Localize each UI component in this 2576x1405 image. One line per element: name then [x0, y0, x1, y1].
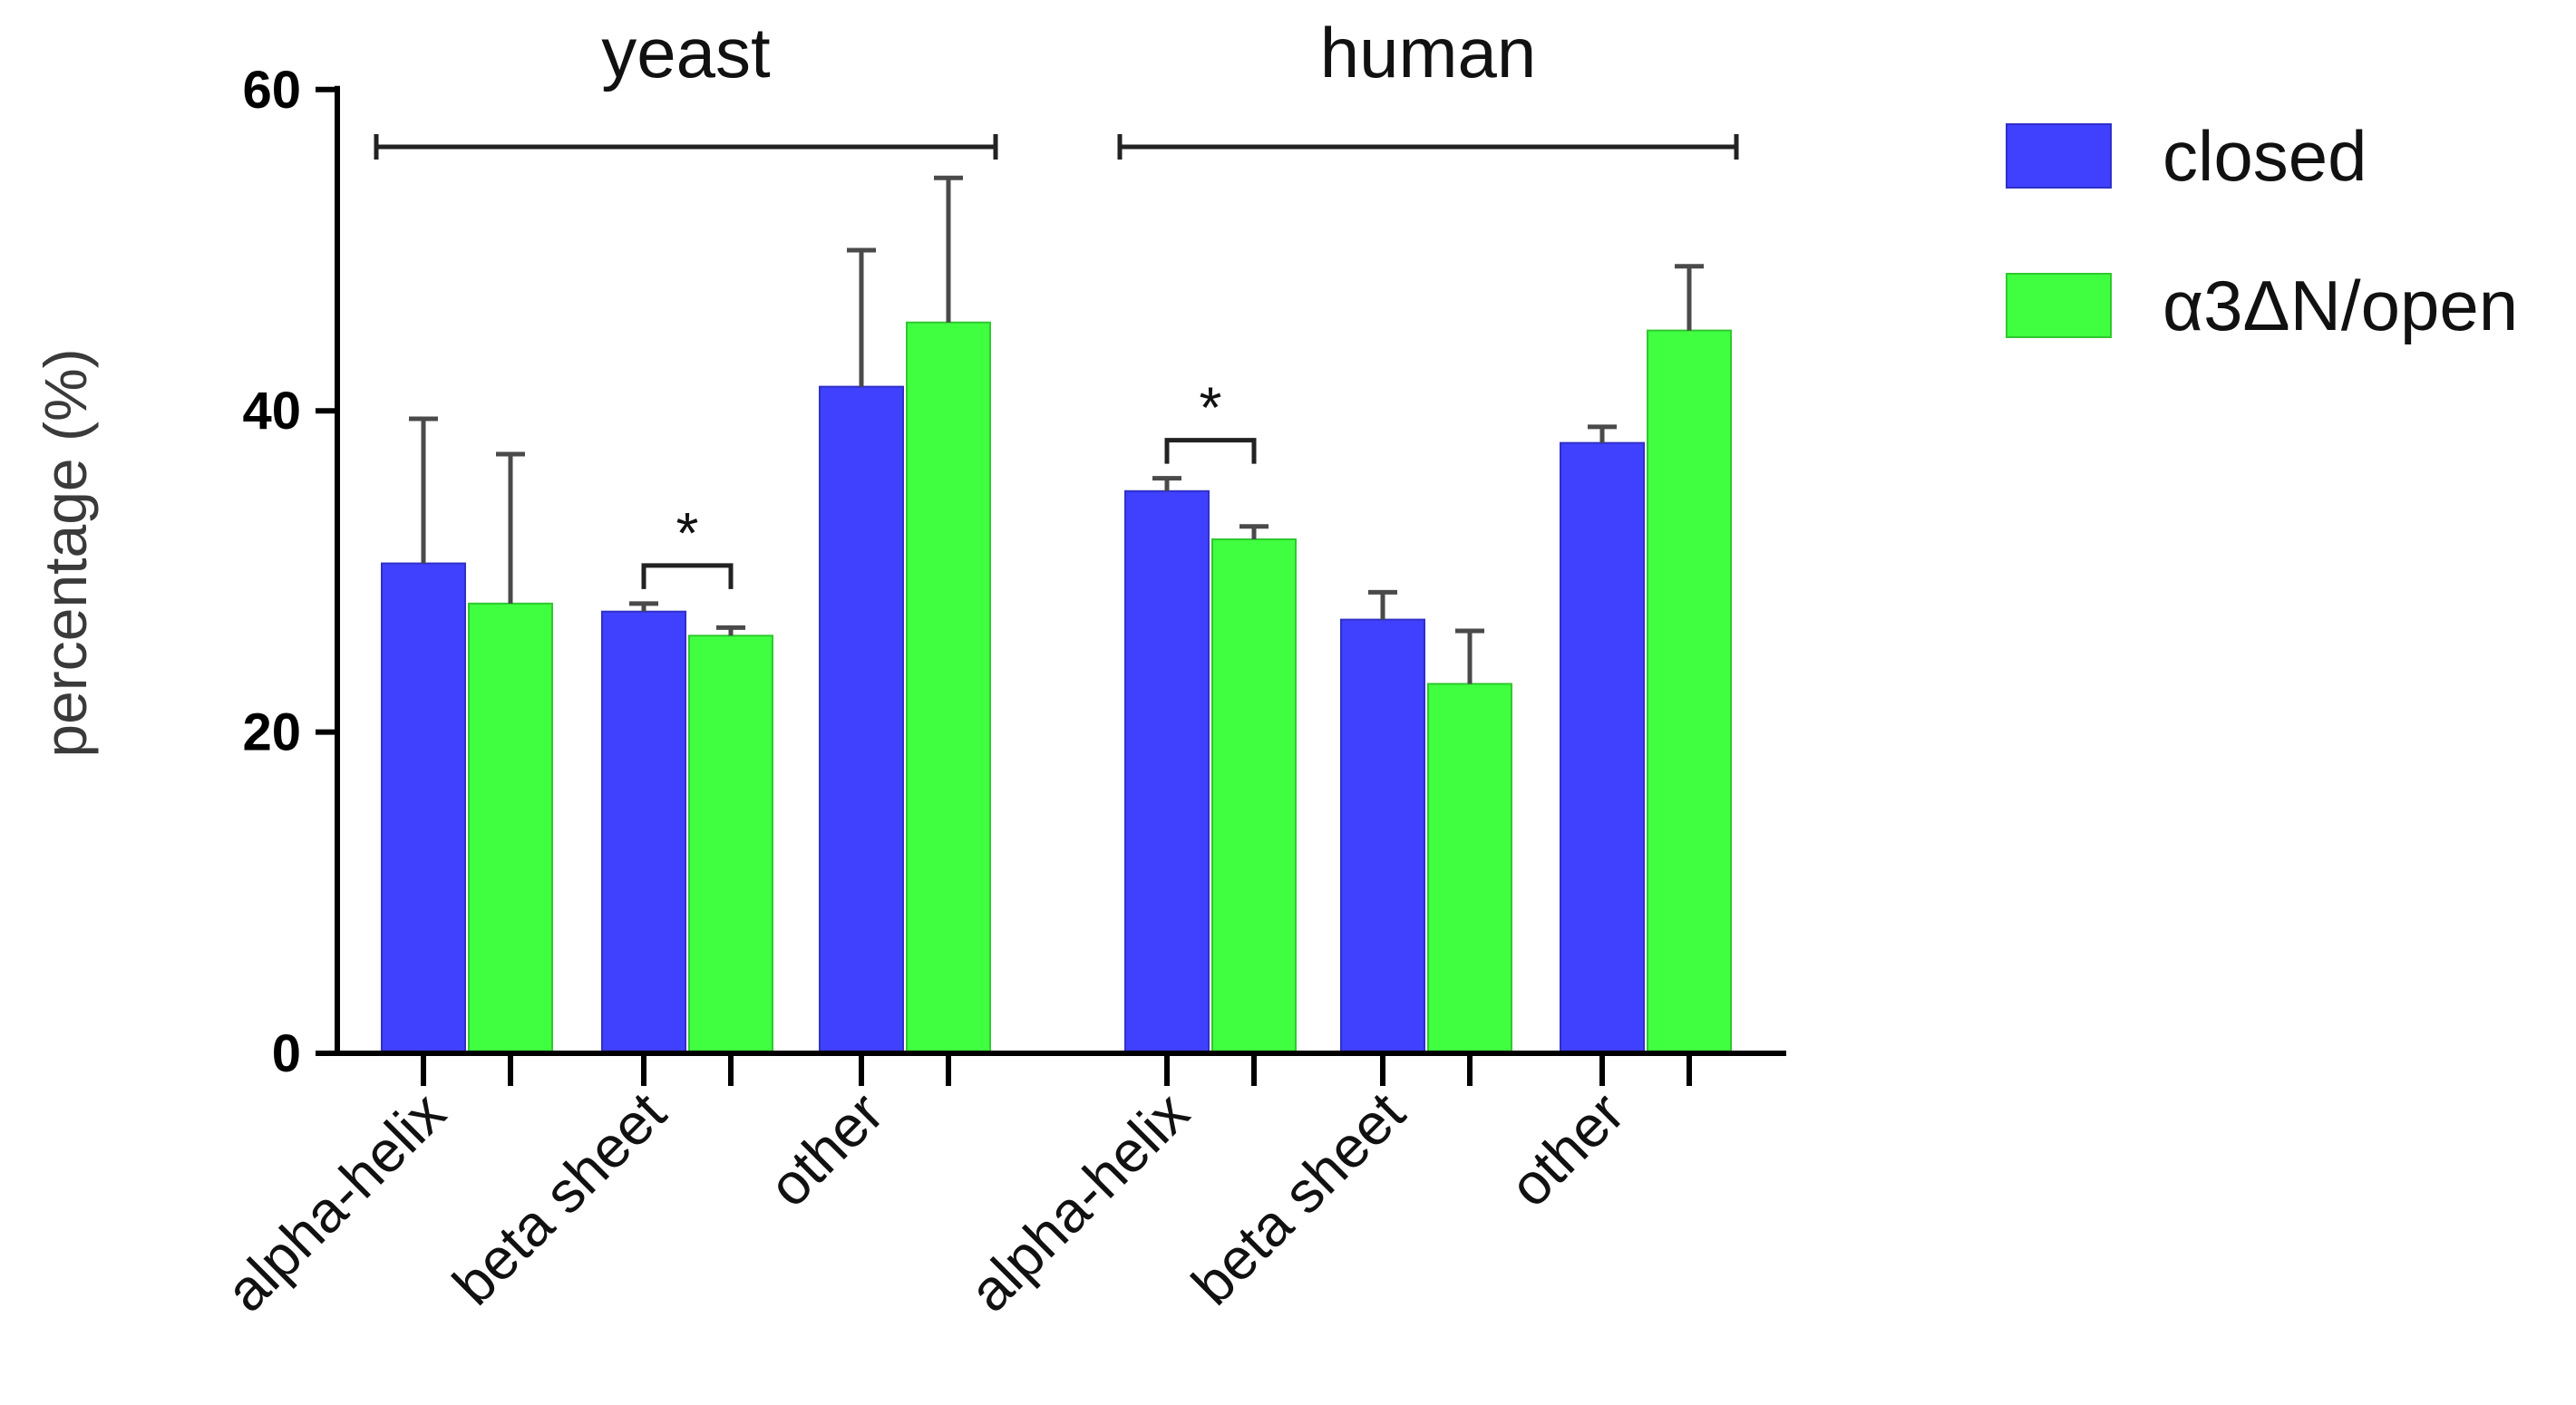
y-axis-title: percentage (%): [32, 348, 99, 757]
x-category-label-human-alpha-helix: alpha-helix: [957, 1080, 1201, 1324]
x-category-label-human-beta-sheet: beta sheet: [1180, 1080, 1417, 1317]
group-label-human: human: [1320, 13, 1537, 92]
bar-human-beta-sheet-closed: [1340, 618, 1425, 1054]
significance-bracket-line: [1164, 438, 1257, 464]
bar-human-other-open: [1647, 329, 1732, 1055]
group-bracket-human: [1117, 134, 1739, 160]
error-bar-human-beta-sheet-open: [1455, 628, 1484, 684]
error-bar-yeast-other-open: [934, 175, 963, 323]
x-category-label-yeast-alpha-helix: alpha-helix: [213, 1080, 458, 1324]
group-label-yeast: yeast: [601, 13, 771, 92]
error-bar-human-beta-sheet-closed: [1368, 589, 1397, 620]
annotations-layer: yeast human * *: [374, 13, 1739, 589]
axes-layer: [316, 85, 1786, 1086]
y-tick-label-60: 60: [242, 61, 301, 120]
bar-yeast-beta-sheet-open: [688, 635, 773, 1055]
legend-swatch: [2006, 123, 2112, 189]
bar-human-alpha-helix-open: [1211, 538, 1297, 1054]
legend-label: closed: [2163, 116, 2367, 196]
bar-yeast-beta-sheet-closed: [601, 610, 686, 1054]
legend-label: α3ΔN/open: [2163, 266, 2518, 345]
x-category-label-yeast-beta-sheet: beta sheet: [441, 1080, 678, 1317]
significance-bracket-line: [641, 563, 734, 589]
error-bar-human-alpha-helix-open: [1239, 524, 1269, 539]
error-bar-yeast-alpha-helix-open: [496, 451, 525, 604]
bar-yeast-other-open: [906, 321, 991, 1054]
significance-star: *: [676, 500, 699, 566]
legend-item-closed: closed: [2006, 116, 2367, 196]
error-bar-yeast-alpha-helix-closed: [409, 416, 438, 564]
error-bar-human-alpha-helix-closed: [1152, 476, 1181, 491]
y-tick-label-40: 40: [242, 382, 301, 441]
error-bar-yeast-beta-sheet-open: [716, 625, 745, 636]
y-tick-label-0: 0: [272, 1024, 301, 1083]
error-bar-human-other-closed: [1588, 424, 1617, 443]
error-bar-human-other-open: [1675, 264, 1704, 331]
error-bar-yeast-beta-sheet-closed: [629, 601, 658, 612]
bar-human-beta-sheet-open: [1427, 683, 1512, 1054]
bar-yeast-alpha-helix-open: [468, 602, 553, 1055]
x-category-label-yeast-other: other: [756, 1080, 896, 1219]
legend: closed α3ΔN/open: [2006, 116, 2518, 345]
legend-swatch: [2006, 273, 2112, 338]
significance-bracket-1: *: [1164, 375, 1257, 464]
significance-bracket-0: *: [641, 500, 734, 589]
bars-layer: [381, 321, 1732, 1055]
bar-yeast-other-closed: [819, 385, 904, 1054]
y-tick-label-20: 20: [242, 703, 301, 762]
group-bracket-yeast: [374, 134, 998, 160]
x-category-label-human-other: other: [1497, 1080, 1637, 1219]
bar-yeast-alpha-helix-closed: [381, 562, 466, 1054]
bar-human-alpha-helix-closed: [1124, 489, 1210, 1054]
error-bar-yeast-other-closed: [847, 247, 876, 387]
error-bars-layer: [409, 175, 1704, 684]
bar-human-other-closed: [1560, 441, 1645, 1054]
legend-item-open: α3ΔN/open: [2006, 266, 2518, 345]
significance-star: *: [1200, 375, 1222, 441]
